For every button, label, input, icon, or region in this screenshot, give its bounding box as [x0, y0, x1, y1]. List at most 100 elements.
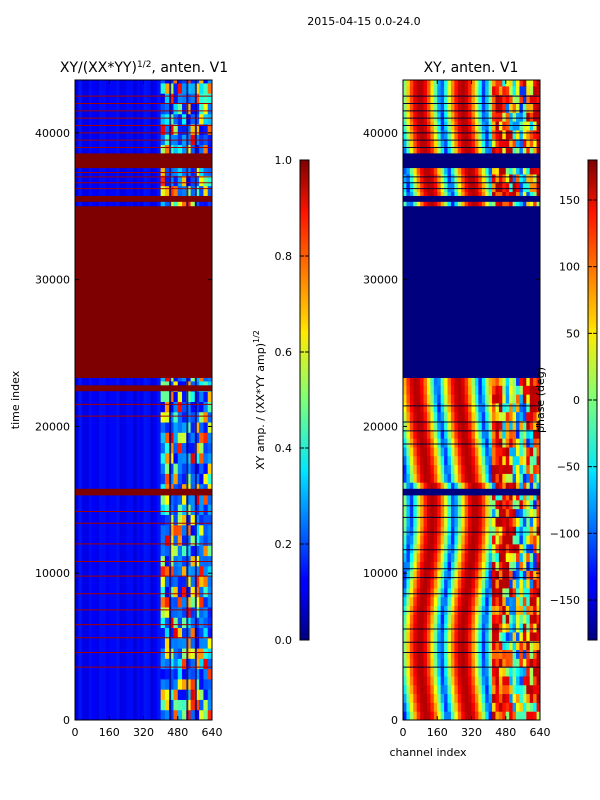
amplitude-cell: [182, 545, 187, 557]
phase-cell: [420, 552, 425, 562]
phase-cell: [495, 640, 500, 651]
phase-cell: [461, 605, 466, 615]
amplitude-cell: [199, 524, 204, 536]
phase-cell: [516, 631, 520, 642]
phase-cell: [519, 517, 524, 527]
phase-cell: [423, 464, 428, 474]
phase-cell: [498, 675, 503, 686]
amplitude-cell: [203, 524, 209, 536]
phase-cell: [440, 103, 445, 113]
phase-cell: [485, 429, 490, 439]
phase-cell: [505, 200, 510, 210]
phase-cell: [481, 455, 486, 466]
amplitude-cell: [203, 391, 209, 402]
amplitude-cell: [207, 535, 212, 546]
phase-cell: [461, 675, 466, 686]
amplitude-cell: [190, 80, 196, 84]
phase-cell: [471, 649, 476, 659]
phase-cell: [413, 94, 418, 104]
amplitude-cell: [199, 699, 204, 711]
amplitude-cell: [169, 617, 174, 629]
amplitude-cell: [199, 185, 204, 197]
phase-cell: [495, 482, 500, 492]
phase-cell: [468, 631, 472, 642]
phase-cell: [423, 631, 428, 642]
amplitude-cell: [207, 82, 212, 94]
phase-cell: [522, 438, 527, 448]
phase-cell: [447, 579, 452, 589]
phase-cell: [416, 411, 421, 422]
amplitude-cell: [160, 473, 166, 485]
amplitude-cell: [173, 124, 179, 135]
phase-cell: [403, 429, 407, 439]
phase-cell: [522, 112, 527, 122]
phase-cell: [426, 482, 431, 492]
amplitude-cell: [182, 658, 187, 670]
phase-cell: [488, 385, 493, 395]
phase-cell: [485, 596, 490, 607]
amplitude-cell: [182, 535, 187, 546]
phase-cell: [516, 579, 520, 589]
phase-cell: [533, 455, 538, 466]
phase-cell: [495, 411, 500, 422]
phase-cell: [492, 446, 496, 457]
phase-cell: [444, 85, 449, 96]
amplitude-cell: [169, 185, 174, 197]
phase-cell: [454, 649, 459, 659]
phase-cell: [495, 570, 500, 580]
amplitude-saturated-band: [75, 488, 212, 496]
phase-cell: [450, 649, 455, 659]
phase-cell: [440, 649, 445, 659]
phase-cell: [488, 94, 493, 104]
amplitude-cell: [194, 524, 200, 536]
phase-cell: [461, 85, 466, 96]
amplitude-cell: [169, 699, 174, 711]
amplitude-cell: [173, 678, 179, 690]
phase-ytick-label: 20000: [363, 420, 398, 433]
phase-cell: [409, 535, 414, 545]
phase-cell: [519, 596, 524, 607]
phase-cell: [533, 438, 538, 448]
phase-cell: [409, 385, 414, 395]
amplitude-cell: [203, 565, 209, 577]
phase-cell: [536, 103, 540, 113]
phase-cell: [495, 658, 500, 668]
phase-cell: [505, 702, 510, 712]
amplitude-saturated-band: [75, 153, 212, 169]
phase-cell: [519, 129, 524, 140]
phase-cell: [492, 103, 496, 113]
phase-cell: [526, 579, 531, 589]
phase-cell: [447, 693, 452, 703]
amplitude-cell: [164, 545, 170, 557]
phase-cell: [468, 385, 472, 395]
amplitude-cell: [177, 504, 183, 515]
phase-cell: [471, 394, 476, 404]
amplitude-cell: [169, 391, 174, 402]
phase-cell: [444, 129, 449, 140]
amplitude-cell: [194, 80, 200, 84]
phase-cell: [426, 517, 431, 527]
amplitude-cell: [182, 422, 187, 433]
phase-cell: [440, 658, 445, 668]
phase-colorbar-tick-label: 100: [559, 261, 580, 274]
amplitude-cell: [182, 514, 187, 526]
phase-cell: [430, 614, 435, 624]
amplitude-channel-stripe: [157, 80, 161, 720]
phase-cell: [529, 112, 534, 122]
amplitude-channel-stripe: [140, 80, 144, 720]
phase-cell: [526, 429, 531, 439]
phase-cell: [536, 543, 540, 554]
phase-cell: [447, 473, 452, 483]
phase-cell: [471, 411, 476, 422]
phase-cell: [433, 623, 438, 633]
phase-cell: [423, 411, 428, 422]
phase-cell: [464, 570, 469, 580]
phase-cell: [519, 411, 524, 422]
amplitude-cell: [169, 411, 174, 423]
phase-cell: [529, 658, 534, 668]
phase-cell: [457, 138, 462, 149]
amplitude-cell: [173, 432, 179, 444]
amplitude-cell: [194, 113, 200, 125]
phase-cell: [420, 693, 425, 703]
